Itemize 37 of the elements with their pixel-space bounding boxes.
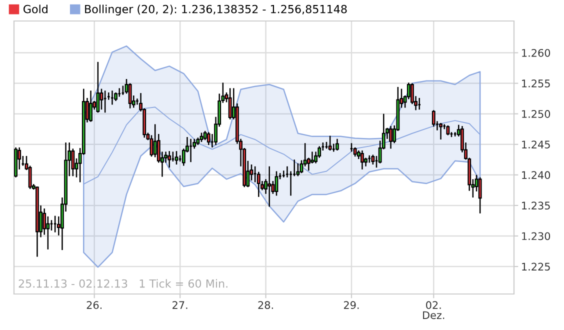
candlestick [228,88,232,120]
y-tick-label: 1.240 [522,171,550,180]
candlestick [328,136,332,150]
candlestick [274,171,278,196]
candlestick [174,151,178,165]
candlestick [336,138,339,150]
legend-label: Gold [24,4,48,14]
candlestick [46,216,50,250]
y-tick-label: 1.230 [522,232,550,240]
candlestick [296,163,300,176]
x-tick-label: 27. [172,301,188,309]
candlestick [100,88,104,110]
y-tick-label: 1.235 [522,202,550,210]
candlestick [89,90,92,122]
y-tick-label: 1.250 [522,110,550,118]
candlestick [389,126,392,149]
candlestick [478,177,482,214]
candlestick [360,150,364,170]
y-tick-label: 1.225 [522,262,550,271]
annotation: 25.11.13 - 02.12.13 1 Tick = 60 Min. [18,279,228,288]
candlestick [153,124,157,158]
candlestick [310,152,314,164]
y-tick-label: 1.260 [522,48,550,57]
legend-label: Bollinger (20, 2): 1.236,138352 - 1.256,851148 [85,4,347,16]
x-tick-label: 26. [86,301,102,310]
x-tick-label: 28. [258,301,273,310]
candlestick [168,151,172,168]
candlestick [432,110,436,127]
candlestick [439,122,442,140]
candlestick [96,62,100,113]
x-tick-label: 02. Dez. [423,301,444,320]
candlestick [206,132,210,145]
candlestick [268,166,272,207]
y-tick-label: 1.255 [522,80,550,88]
y-tick-label: 1.245 [522,140,550,148]
candlestick [128,83,132,108]
x-tick-label: 29. [344,301,359,310]
